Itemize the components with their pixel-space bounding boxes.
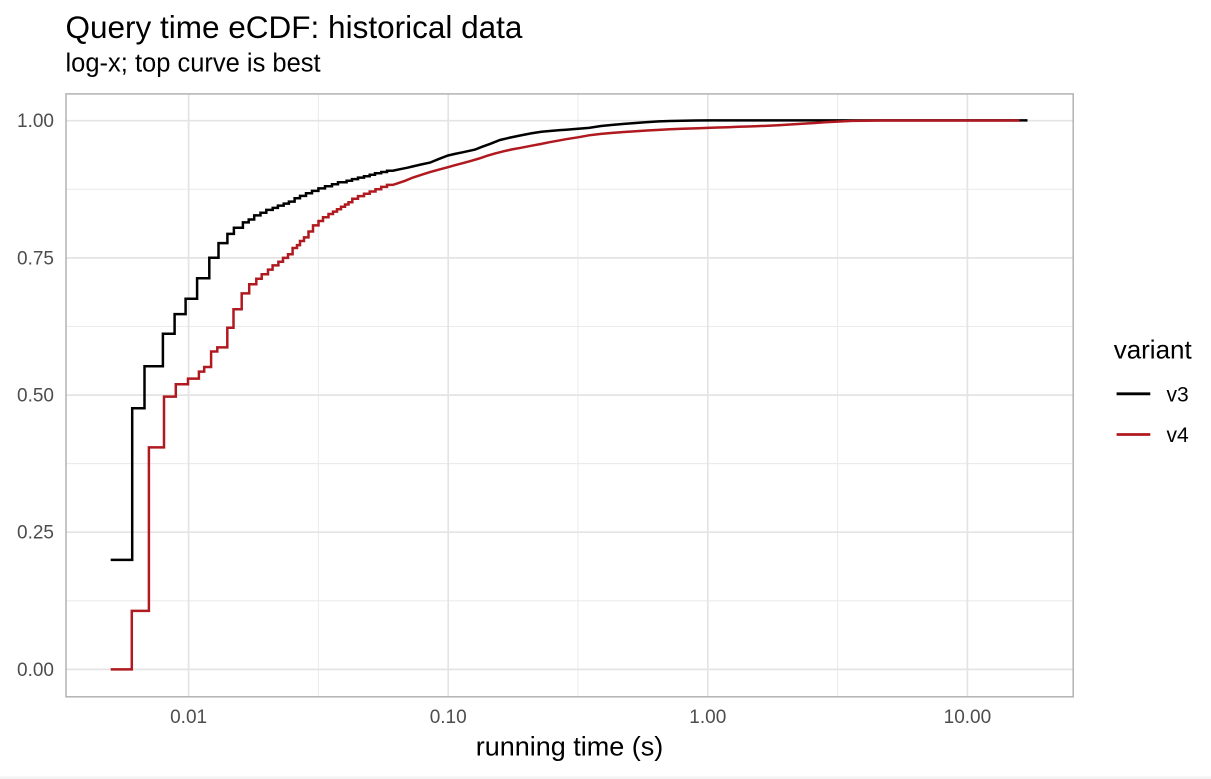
- svg-text:0.10: 0.10: [430, 707, 467, 728]
- svg-text:0.00: 0.00: [17, 660, 54, 681]
- svg-text:variant: variant: [1114, 335, 1193, 365]
- svg-text:Query time eCDF: historical da: Query time eCDF: historical data: [66, 9, 523, 45]
- svg-text:v4: v4: [1167, 424, 1190, 447]
- svg-text:0.50: 0.50: [17, 385, 54, 406]
- svg-text:running time (s): running time (s): [476, 732, 664, 762]
- svg-text:1.00: 1.00: [689, 707, 726, 728]
- svg-text:log-x; top curve is best: log-x; top curve is best: [66, 49, 321, 77]
- svg-text:0.75: 0.75: [17, 248, 54, 269]
- svg-text:10.00: 10.00: [944, 707, 992, 728]
- svg-text:1.00: 1.00: [17, 111, 54, 132]
- svg-text:0.25: 0.25: [17, 523, 54, 544]
- svg-text:v3: v3: [1167, 383, 1189, 406]
- svg-text:0.01: 0.01: [170, 707, 207, 728]
